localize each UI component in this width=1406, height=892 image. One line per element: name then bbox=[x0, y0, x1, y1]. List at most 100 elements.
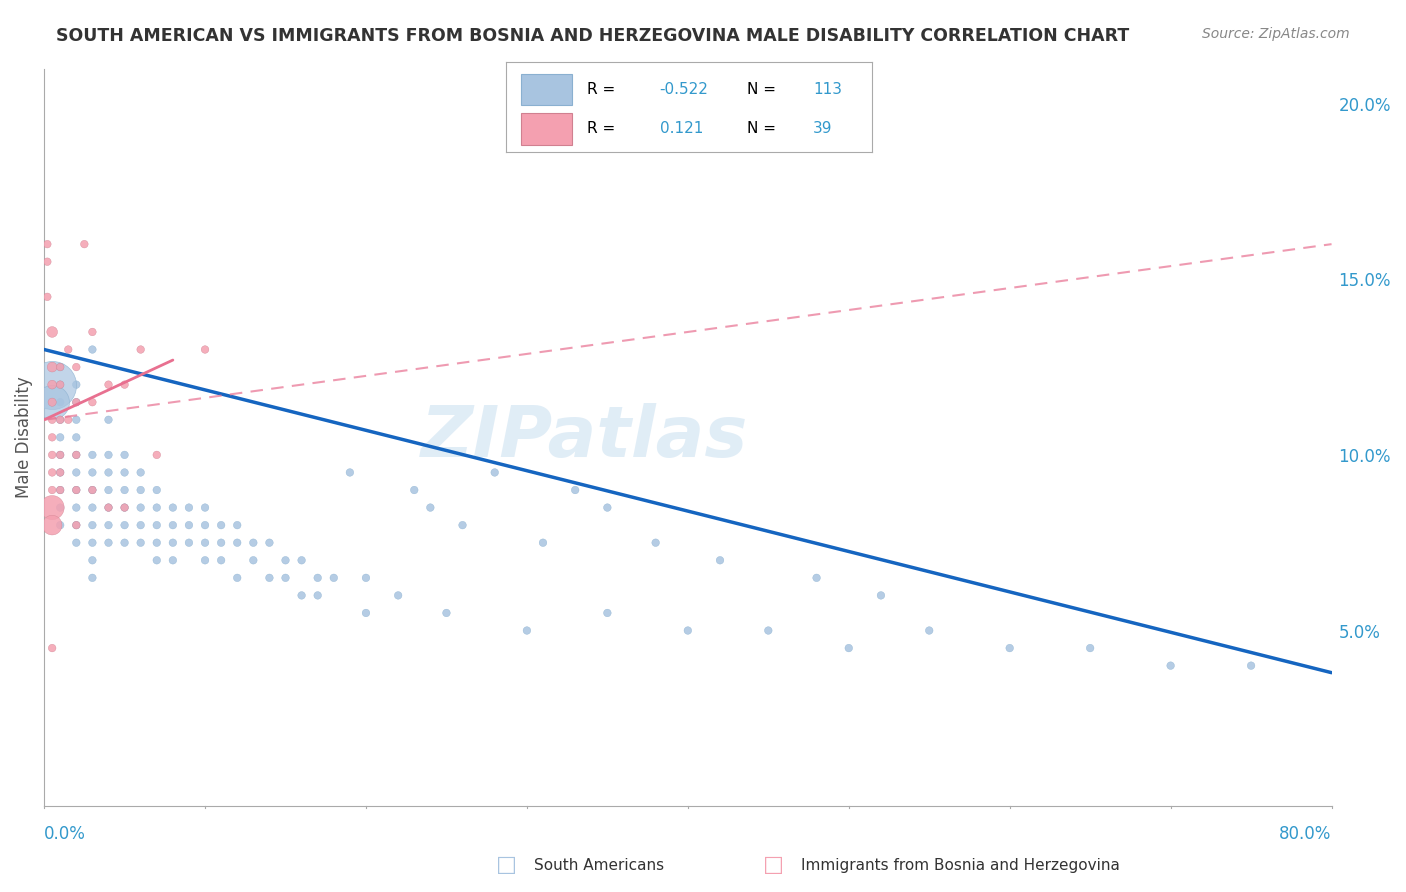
Point bbox=[114, 500, 136, 515]
Point bbox=[58, 343, 80, 357]
Point bbox=[41, 500, 63, 515]
Point bbox=[82, 500, 104, 515]
Point bbox=[806, 571, 828, 585]
Point bbox=[49, 500, 72, 515]
Point bbox=[97, 518, 120, 533]
Text: Source: ZipAtlas.com: Source: ZipAtlas.com bbox=[1202, 27, 1350, 41]
Point bbox=[65, 518, 87, 533]
Point bbox=[49, 448, 72, 462]
Text: SOUTH AMERICAN VS IMMIGRANTS FROM BOSNIA AND HERZEGOVINA MALE DISABILITY CORRELA: SOUTH AMERICAN VS IMMIGRANTS FROM BOSNIA… bbox=[56, 27, 1129, 45]
Text: R =: R = bbox=[586, 121, 620, 136]
Point bbox=[37, 290, 59, 304]
Point bbox=[65, 483, 87, 497]
Point bbox=[209, 518, 232, 533]
Point bbox=[41, 518, 63, 533]
Point bbox=[162, 518, 184, 533]
Point bbox=[49, 377, 72, 392]
Point bbox=[114, 483, 136, 497]
Point bbox=[97, 500, 120, 515]
Point bbox=[58, 413, 80, 427]
Point bbox=[49, 448, 72, 462]
Point bbox=[49, 360, 72, 375]
Point bbox=[129, 518, 152, 533]
Point bbox=[49, 466, 72, 480]
Point bbox=[354, 606, 377, 620]
Point bbox=[49, 430, 72, 444]
Point bbox=[1078, 641, 1101, 656]
Point bbox=[82, 395, 104, 409]
Point bbox=[41, 395, 63, 409]
Point bbox=[129, 343, 152, 357]
Point bbox=[676, 624, 699, 638]
Point bbox=[97, 500, 120, 515]
Text: 113: 113 bbox=[813, 82, 842, 97]
Point bbox=[82, 466, 104, 480]
Point bbox=[291, 553, 314, 567]
Text: R =: R = bbox=[586, 82, 620, 97]
Point bbox=[291, 588, 314, 602]
Point bbox=[596, 500, 619, 515]
Point bbox=[37, 254, 59, 268]
Point bbox=[82, 343, 104, 357]
Text: N =: N = bbox=[748, 82, 782, 97]
Point bbox=[114, 518, 136, 533]
Point bbox=[49, 518, 72, 533]
Point bbox=[259, 535, 281, 549]
Point bbox=[307, 588, 329, 602]
Text: -0.522: -0.522 bbox=[659, 82, 709, 97]
Point bbox=[82, 483, 104, 497]
Point bbox=[41, 430, 63, 444]
Point bbox=[41, 641, 63, 656]
Point bbox=[918, 624, 941, 638]
Point bbox=[209, 553, 232, 567]
Point bbox=[114, 377, 136, 392]
Point bbox=[436, 606, 458, 620]
Point bbox=[65, 483, 87, 497]
Point bbox=[516, 624, 538, 638]
Point bbox=[65, 448, 87, 462]
Point bbox=[870, 588, 893, 602]
Text: 0.121: 0.121 bbox=[659, 121, 703, 136]
Point bbox=[41, 395, 63, 409]
Point bbox=[65, 395, 87, 409]
Point bbox=[596, 606, 619, 620]
Point bbox=[41, 377, 63, 392]
Point bbox=[564, 483, 586, 497]
Point bbox=[177, 500, 200, 515]
Point bbox=[49, 360, 72, 375]
Point bbox=[162, 553, 184, 567]
Point bbox=[1160, 658, 1182, 673]
Point bbox=[709, 553, 731, 567]
Point bbox=[65, 466, 87, 480]
Point bbox=[82, 448, 104, 462]
Point bbox=[145, 483, 167, 497]
Point bbox=[242, 535, 264, 549]
Point bbox=[226, 535, 249, 549]
Point bbox=[97, 466, 120, 480]
Point bbox=[114, 535, 136, 549]
Y-axis label: Male Disability: Male Disability bbox=[15, 376, 32, 499]
Point bbox=[49, 377, 72, 392]
Text: 0.0%: 0.0% bbox=[44, 824, 86, 843]
FancyBboxPatch shape bbox=[520, 74, 572, 105]
Point bbox=[82, 483, 104, 497]
Point bbox=[274, 553, 297, 567]
Text: Immigrants from Bosnia and Herzegovina: Immigrants from Bosnia and Herzegovina bbox=[801, 858, 1121, 872]
Point bbox=[194, 535, 217, 549]
Point bbox=[838, 641, 860, 656]
Point bbox=[145, 448, 167, 462]
Text: □: □ bbox=[763, 855, 783, 875]
Point bbox=[65, 395, 87, 409]
Point bbox=[194, 500, 217, 515]
Point bbox=[177, 518, 200, 533]
Point bbox=[145, 535, 167, 549]
Point bbox=[49, 466, 72, 480]
FancyBboxPatch shape bbox=[520, 113, 572, 145]
Point bbox=[129, 500, 152, 515]
Point bbox=[65, 535, 87, 549]
Point bbox=[37, 237, 59, 252]
Point bbox=[259, 571, 281, 585]
Point bbox=[73, 237, 96, 252]
Point bbox=[274, 571, 297, 585]
Point bbox=[49, 413, 72, 427]
